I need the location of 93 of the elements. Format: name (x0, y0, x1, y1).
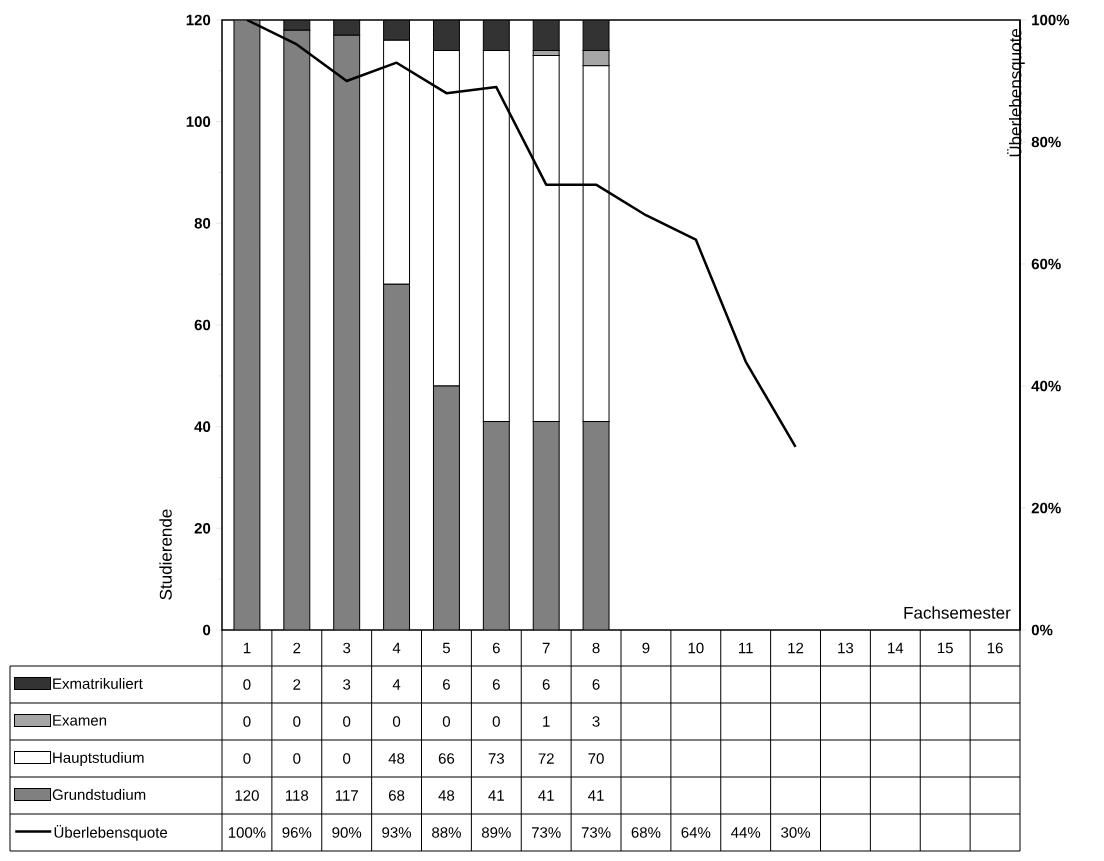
data-label: 100% (228, 827, 266, 838)
y2-tick-label: 60% (1031, 258, 1061, 270)
data-label: 118 (286, 790, 309, 801)
y2-tick-label: 80% (1031, 136, 1061, 148)
x-tick-label: 5 (442, 642, 450, 654)
data-label: 120 (235, 790, 259, 801)
data-label: 41 (488, 790, 504, 801)
data-label: 90% (332, 827, 362, 838)
y-tick-label: 0 (203, 624, 211, 636)
bar (432, 19, 460, 51)
data-label: 64% (681, 827, 711, 838)
legend-label: Hauptstudium (53, 751, 144, 766)
y2-axis-title: Überlebensquote (1007, 28, 1025, 157)
data-label: 1 (543, 716, 550, 727)
bar (333, 34, 361, 630)
data-label: 93% (382, 827, 412, 838)
x-tick-label: 6 (492, 642, 500, 654)
data-label: 0 (343, 716, 351, 727)
bar (383, 283, 411, 630)
bar (383, 19, 411, 41)
data-label: 41 (538, 790, 554, 801)
x-tick-label: 10 (688, 642, 704, 654)
data-label: 3 (343, 679, 351, 690)
y2-tick-label: 40% (1031, 380, 1061, 392)
data-label: 3 (592, 716, 600, 727)
data-label: 73 (488, 753, 504, 764)
data-label: 4 (392, 679, 401, 690)
bar (482, 19, 510, 51)
y-axis-title: Studierende (159, 509, 172, 600)
x-tick-label: 14 (888, 642, 904, 654)
data-label: 0 (243, 679, 251, 690)
x-tick-label: 9 (642, 642, 650, 654)
y-tick-label: 20 (194, 523, 211, 534)
data-label: 30% (781, 827, 811, 838)
x-tick-label: 7 (542, 642, 550, 654)
data-label: 6 (592, 679, 600, 690)
x-tick-label: 12 (788, 642, 804, 654)
y-tick-label: 100 (186, 116, 211, 127)
data-label: 48 (438, 790, 455, 801)
data-label: 96% (282, 827, 312, 838)
x-axis-title: Fachsemester (904, 606, 1011, 619)
legend-label: Überlebensquote (54, 825, 168, 841)
data-label: 68 (388, 790, 405, 801)
x-tick-label: 1 (243, 642, 251, 654)
data-label: 0 (492, 716, 500, 727)
data-label: 0 (392, 716, 401, 727)
bar (233, 19, 261, 630)
data-label: 6 (492, 679, 500, 690)
data-label: 2 (293, 679, 301, 690)
y2-tick-label: 0% (1031, 624, 1053, 636)
y-tick-label: 40 (194, 421, 211, 432)
data-label: 117 (335, 790, 358, 801)
bar (532, 19, 560, 51)
data-label: 68% (631, 827, 661, 838)
y-tick-label: 60 (194, 319, 211, 331)
x-tick-label: 2 (293, 642, 301, 654)
legend-label: Exmatrikuliert (53, 677, 143, 689)
data-label: 0 (243, 753, 251, 764)
x-tick-label: 4 (392, 642, 401, 654)
data-label: 73% (531, 827, 561, 838)
data-label: 0 (243, 716, 251, 727)
y-tick-label: 120 (186, 14, 211, 26)
x-tick-label: 3 (343, 642, 351, 654)
bar (482, 421, 510, 630)
data-label: 0 (293, 753, 301, 764)
y2-tick-label: 100% (1032, 14, 1070, 26)
x-tick-label: 8 (592, 642, 600, 654)
bar (283, 29, 311, 630)
y2-tick-label: 20% (1031, 502, 1061, 514)
x-tick-label: 11 (739, 642, 753, 654)
x-tick-label: 15 (937, 642, 953, 654)
y-tick-label: 80 (194, 218, 211, 229)
data-label: 44% (731, 827, 761, 838)
bar (432, 385, 460, 630)
data-label: 6 (542, 679, 550, 690)
data-label: 73% (581, 827, 611, 838)
data-label: 6 (443, 679, 450, 690)
bar (532, 421, 560, 630)
data-label: 70 (588, 753, 604, 764)
data-label: 0 (343, 753, 351, 764)
data-label: 88% (432, 827, 461, 838)
x-tick-label: 16 (987, 642, 1003, 654)
legend-label: Examen (53, 715, 107, 726)
data-label: 0 (442, 716, 451, 727)
data-label: 66 (438, 753, 455, 764)
x-tick-label: 13 (838, 642, 854, 654)
bar (582, 421, 610, 630)
legend-label: Grundstudium (52, 788, 146, 800)
data-label: 89% (481, 827, 511, 838)
data-label: 0 (293, 716, 301, 727)
data-label: 72 (538, 753, 554, 764)
data-label: 48 (388, 753, 405, 764)
data-label: 41 (588, 790, 604, 801)
